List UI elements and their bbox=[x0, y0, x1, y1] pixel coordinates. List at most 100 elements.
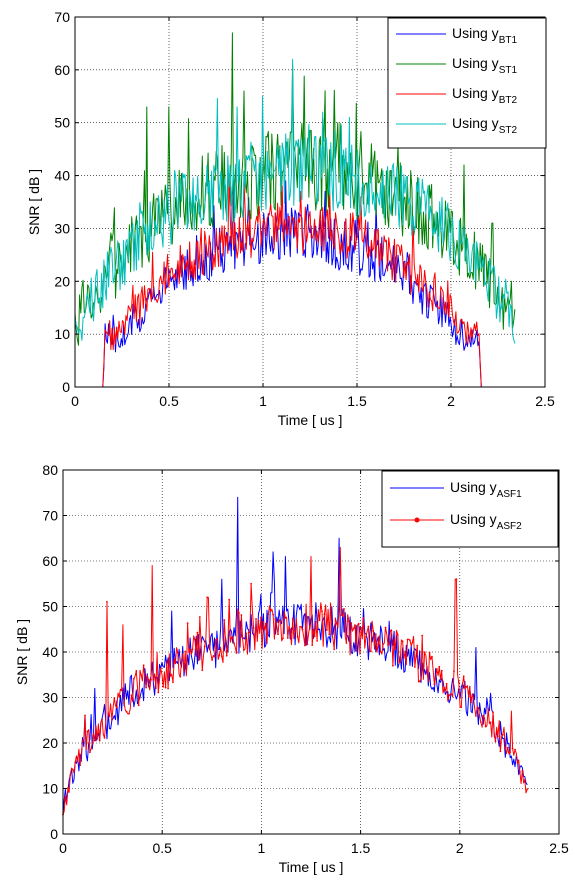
y-tick-label: 40 bbox=[54, 168, 70, 184]
series-marker bbox=[260, 616, 262, 619]
y-axis-label: SNR [ dB ] bbox=[14, 619, 30, 685]
legend-label: Using yBT1 bbox=[452, 25, 517, 46]
legend-label-subscript: ASF2 bbox=[497, 521, 522, 532]
series-marker bbox=[198, 616, 201, 618]
chart-top: 0 0.5 1 1.5 2 2.5 0 10 20 30 40 50 60 70 Time [ us ] SN… bbox=[26, 9, 555, 428]
series-marker bbox=[76, 760, 79, 763]
series-marker bbox=[433, 683, 436, 686]
series-marker bbox=[113, 697, 116, 699]
series-marker bbox=[323, 613, 326, 616]
y-tick-label: 20 bbox=[42, 735, 58, 751]
series-marker bbox=[118, 695, 121, 698]
series-line bbox=[62, 496, 528, 816]
series-marker bbox=[489, 721, 492, 724]
series-marker bbox=[84, 714, 86, 717]
y-tick-label: 50 bbox=[54, 115, 70, 131]
legend-label-text: Using y bbox=[450, 479, 497, 495]
series-marker bbox=[120, 689, 123, 692]
series-marker bbox=[360, 626, 363, 629]
series-marker bbox=[81, 739, 84, 742]
x-tick-label: 2 bbox=[447, 393, 455, 409]
series-marker bbox=[279, 620, 282, 623]
series-marker bbox=[235, 652, 238, 654]
y-axis-label: SNR [ dB ] bbox=[26, 169, 42, 235]
series-marker bbox=[396, 633, 399, 636]
series-marker bbox=[492, 711, 494, 714]
series-marker bbox=[494, 740, 497, 743]
series-marker bbox=[438, 665, 441, 668]
series-marker bbox=[69, 773, 72, 776]
series-marker bbox=[453, 670, 455, 672]
legend-box bbox=[381, 470, 559, 548]
series-marker bbox=[457, 681, 460, 684]
series-marker bbox=[462, 675, 465, 678]
series-marker bbox=[267, 613, 270, 615]
series-marker bbox=[74, 761, 77, 764]
series-marker bbox=[526, 788, 529, 791]
series-marker bbox=[516, 761, 519, 764]
series-marker bbox=[401, 640, 404, 643]
series-marker bbox=[308, 625, 311, 628]
legend-marker bbox=[414, 517, 420, 523]
series-marker bbox=[345, 642, 348, 644]
series-marker bbox=[467, 696, 470, 698]
series-marker bbox=[110, 718, 113, 721]
series-marker bbox=[443, 686, 446, 689]
series-marker bbox=[482, 714, 485, 717]
legend-label: Using yBT2 bbox=[452, 85, 517, 106]
legend-label-subscript: ST1 bbox=[499, 65, 518, 76]
series-marker bbox=[274, 618, 277, 620]
series-marker bbox=[233, 642, 235, 645]
series-marker bbox=[404, 650, 406, 653]
series-marker bbox=[448, 694, 450, 697]
x-tick-label: 1 bbox=[258, 840, 266, 856]
series-marker bbox=[487, 707, 490, 710]
series-marker bbox=[316, 639, 319, 642]
series-marker bbox=[159, 667, 162, 670]
legend-label: Using yST2 bbox=[452, 115, 517, 136]
series-marker bbox=[264, 622, 267, 625]
series-marker bbox=[506, 746, 509, 749]
y-tick-label: 70 bbox=[42, 508, 58, 524]
x-tick-label: 2.5 bbox=[535, 393, 555, 409]
x-tick-label: 2.5 bbox=[549, 840, 569, 856]
series-marker bbox=[71, 768, 74, 771]
x-tick-label: 0 bbox=[59, 840, 67, 856]
series-marker bbox=[431, 655, 433, 658]
y-tick-label: 50 bbox=[42, 599, 58, 615]
series-marker bbox=[208, 646, 211, 649]
series-marker bbox=[367, 625, 370, 628]
series-marker bbox=[328, 633, 331, 636]
series-marker bbox=[347, 620, 350, 623]
series-marker bbox=[291, 617, 294, 620]
series-marker bbox=[186, 622, 189, 625]
series-marker bbox=[296, 635, 299, 638]
series-marker bbox=[125, 710, 128, 713]
series-marker bbox=[169, 674, 172, 677]
legend-label-text: Using y bbox=[452, 25, 499, 41]
series-marker bbox=[413, 666, 416, 668]
series-marker bbox=[514, 748, 516, 751]
series-marker bbox=[504, 746, 507, 749]
series-marker bbox=[338, 607, 341, 610]
series-marker bbox=[103, 736, 106, 739]
series-marker bbox=[106, 601, 108, 603]
series-marker bbox=[201, 669, 204, 672]
series-marker bbox=[519, 771, 521, 773]
y-tick-label: 0 bbox=[62, 379, 70, 395]
series-marker bbox=[142, 664, 145, 667]
series-marker bbox=[350, 622, 353, 624]
series-marker bbox=[218, 654, 221, 657]
series-marker bbox=[167, 687, 169, 690]
series-marker bbox=[499, 750, 502, 753]
series-marker bbox=[325, 629, 328, 631]
y-tick-label: 10 bbox=[54, 326, 70, 342]
series-marker bbox=[389, 629, 392, 632]
series-marker bbox=[93, 739, 96, 742]
series-marker bbox=[86, 730, 89, 733]
x-tick-label: 0.5 bbox=[159, 393, 179, 409]
series-marker bbox=[137, 704, 140, 707]
